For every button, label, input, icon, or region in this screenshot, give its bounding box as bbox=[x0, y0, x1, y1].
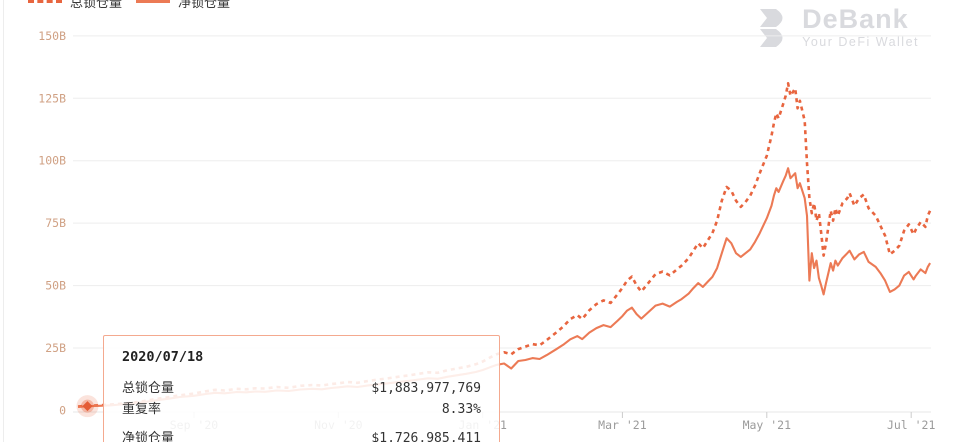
x-axis-label: May '21 bbox=[743, 418, 792, 432]
tooltip-value-net: $1,726,985,411 bbox=[371, 431, 481, 442]
y-axis-label: 0 bbox=[59, 404, 66, 418]
tooltip-date: 2020/07/18 bbox=[122, 349, 204, 365]
x-axis-label: Jul '21 bbox=[887, 418, 936, 432]
tooltip-label-total: 总锁仓量 bbox=[122, 380, 175, 395]
tooltip-label-duplication-rate: 重复率 bbox=[122, 401, 162, 416]
tooltip-row-net: 净锁仓量 $1,726,985,411 bbox=[122, 428, 481, 442]
x-axis-label: Mar '21 bbox=[598, 418, 647, 432]
watermark-tagline-text: Your DeFi Wallet bbox=[802, 35, 919, 49]
chart-legend: 总锁仓量 净锁仓量 bbox=[28, 0, 230, 11]
solid-line-legend-icon bbox=[136, 0, 171, 3]
tooltip-label-net: 净锁仓量 bbox=[122, 430, 175, 442]
chart-tooltip: 2020/07/18 总锁仓量 $1,883,977,769 重复率 8.33%… bbox=[103, 335, 500, 442]
legend-item-net-tvl[interactable]: 净锁仓量 bbox=[136, 0, 230, 11]
y-axis-label: 25B bbox=[45, 341, 66, 355]
y-axis-label: 150B bbox=[38, 29, 66, 43]
legend-label-total: 总锁仓量 bbox=[70, 0, 123, 10]
debank-watermark: DeBank Your DeFi Wallet bbox=[758, 6, 919, 53]
y-axis-label: 75B bbox=[45, 216, 66, 230]
y-axis-label: 100B bbox=[38, 154, 66, 168]
debank-logo-icon bbox=[758, 8, 790, 53]
highlight-point-marker bbox=[82, 401, 93, 412]
legend-label-net: 净锁仓量 bbox=[178, 0, 231, 10]
tooltip-row-duplication-rate: 重复率 8.33% bbox=[122, 399, 481, 420]
y-axis-label: 50B bbox=[45, 279, 66, 293]
tooltip-value-total: $1,883,977,769 bbox=[371, 381, 481, 396]
page-edge-divider bbox=[3, 0, 4, 442]
legend-item-total-tvl[interactable]: 总锁仓量 bbox=[28, 0, 122, 11]
tooltip-value-duplication-rate: 8.33% bbox=[441, 402, 481, 417]
watermark-brand-text: DeBank bbox=[802, 4, 909, 34]
tooltip-row-total: 总锁仓量 $1,883,977,769 bbox=[122, 378, 481, 399]
y-axis-label: 125B bbox=[38, 91, 66, 105]
dashed-line-legend-icon bbox=[28, 0, 62, 3]
